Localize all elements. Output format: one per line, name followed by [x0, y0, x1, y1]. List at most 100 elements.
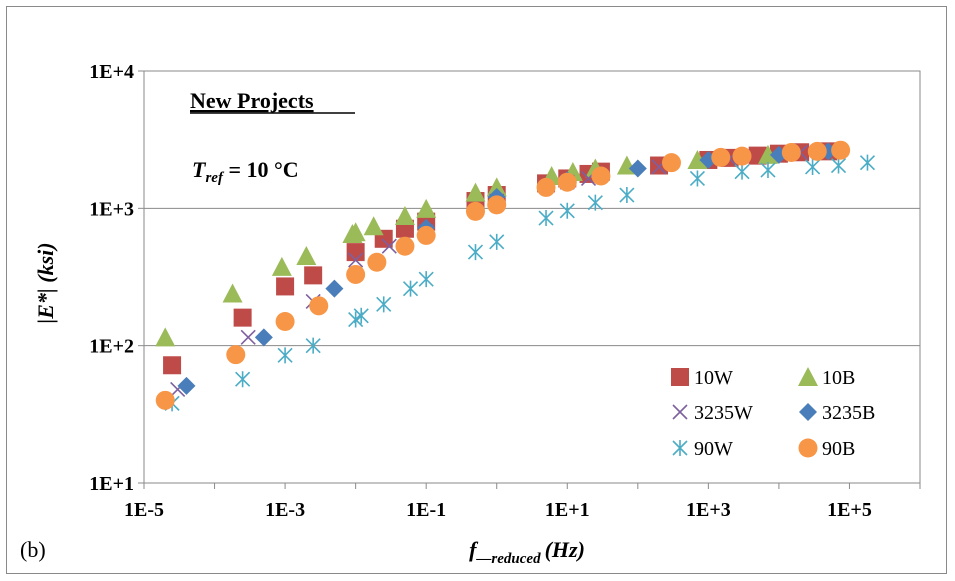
data-point	[687, 149, 708, 169]
data-point	[155, 327, 176, 347]
data-point	[222, 283, 243, 303]
data-point	[155, 390, 175, 410]
data-point	[487, 195, 507, 215]
data-point	[381, 238, 397, 254]
data-point	[395, 236, 415, 256]
data-point	[367, 252, 387, 272]
legend-label: 90W	[694, 438, 733, 460]
series-10B	[155, 144, 778, 347]
legend-marker	[798, 438, 818, 458]
panel-label: (b)	[20, 537, 46, 562]
data-point	[309, 296, 329, 316]
grid-lines	[138, 70, 921, 489]
data-point	[830, 157, 847, 174]
data-point	[325, 279, 344, 298]
legend-label: 10W	[694, 367, 733, 389]
data-point	[591, 166, 611, 186]
legend-item: 3235B	[799, 402, 875, 424]
data-point	[416, 225, 436, 245]
chart-frame	[6, 6, 947, 574]
data-point	[418, 271, 434, 288]
data-point	[559, 202, 575, 219]
data-point	[859, 154, 876, 171]
data-point	[628, 159, 647, 178]
data-point	[254, 328, 273, 347]
data-point	[486, 177, 507, 197]
tref-value: = 10 °C	[223, 157, 299, 182]
data-point	[805, 158, 821, 175]
y-tick-label: 1E+1	[89, 473, 134, 495]
legend: 10W 10B 3235W 3235B 90W 90B	[671, 367, 875, 460]
data-point	[240, 329, 256, 345]
data-point	[807, 141, 827, 161]
data-point	[277, 347, 293, 364]
data-point	[353, 307, 369, 324]
data-point	[711, 147, 731, 167]
data-point	[467, 244, 484, 261]
legend-item: 10B	[798, 367, 855, 389]
series-90W	[164, 154, 876, 412]
legend-marker	[799, 403, 817, 421]
y-tick-label: 1E+2	[89, 336, 134, 358]
tref-subscript: ref	[205, 170, 224, 186]
x-label-subscript: —reduced	[475, 551, 541, 567]
x-label-symbol: f	[469, 537, 479, 562]
data-point	[346, 264, 366, 284]
heading-annotation: New Projects	[190, 88, 314, 113]
data-point	[402, 280, 419, 297]
data-point	[376, 296, 392, 313]
x-tick-labels: 1E-5 1E-3 1E-1 1E+1 1E+3 1E+5	[124, 499, 872, 521]
legend-item: 10W	[671, 367, 733, 389]
y-axis-label: |E*| (ksi)	[33, 242, 58, 323]
data-point	[465, 201, 485, 221]
series-90B	[155, 140, 851, 410]
data-point	[831, 140, 851, 160]
data-point	[348, 252, 364, 268]
data-point	[489, 233, 505, 250]
data-point	[619, 187, 635, 204]
x-label-unit: (Hz)	[545, 537, 585, 562]
legend-label: 3235W	[694, 402, 753, 424]
legend-item: 90B	[798, 438, 855, 460]
data-point	[557, 172, 577, 192]
data-point	[233, 308, 252, 327]
x-tick-label: 1E+1	[545, 499, 590, 521]
series-3235W	[170, 144, 808, 398]
data-series	[155, 140, 876, 412]
tref-annotation: Tref = 10 °C	[192, 157, 299, 186]
data-point	[587, 194, 603, 211]
y-tick-label: 1E+3	[89, 198, 134, 220]
plot-area	[143, 70, 921, 484]
data-point	[304, 266, 323, 285]
data-point	[275, 311, 295, 331]
legend-label: 10B	[822, 367, 855, 389]
legend-marker	[798, 367, 818, 386]
x-tick-label: 1E-5	[124, 499, 164, 521]
legend-marker	[671, 368, 689, 386]
legend-marker	[672, 440, 688, 456]
data-point	[394, 205, 415, 225]
data-point	[538, 210, 554, 227]
data-point	[465, 182, 486, 202]
data-point	[177, 376, 196, 395]
data-point	[296, 245, 317, 265]
data-point	[689, 170, 706, 187]
legend-label: 3235B	[822, 402, 875, 424]
legend-item: 90W	[672, 438, 733, 460]
data-point	[732, 146, 752, 166]
data-point	[346, 243, 365, 262]
x-tick-label: 1E+3	[686, 499, 731, 521]
data-point	[536, 177, 556, 197]
legend-label: 90B	[822, 438, 855, 460]
data-point	[235, 371, 251, 388]
x-tick-label: 1E+5	[827, 499, 872, 521]
legend-item: 3235W	[672, 402, 753, 424]
data-point	[781, 143, 801, 163]
x-tick-label: 1E-3	[265, 499, 305, 521]
x-axis-label: f—reduced (Hz)	[469, 537, 585, 567]
y-tick-labels: 1E+1 1E+2 1E+3 1E+4	[89, 61, 134, 495]
y-tick-label: 1E+4	[89, 61, 134, 83]
data-point	[345, 222, 366, 242]
data-point	[757, 144, 778, 164]
